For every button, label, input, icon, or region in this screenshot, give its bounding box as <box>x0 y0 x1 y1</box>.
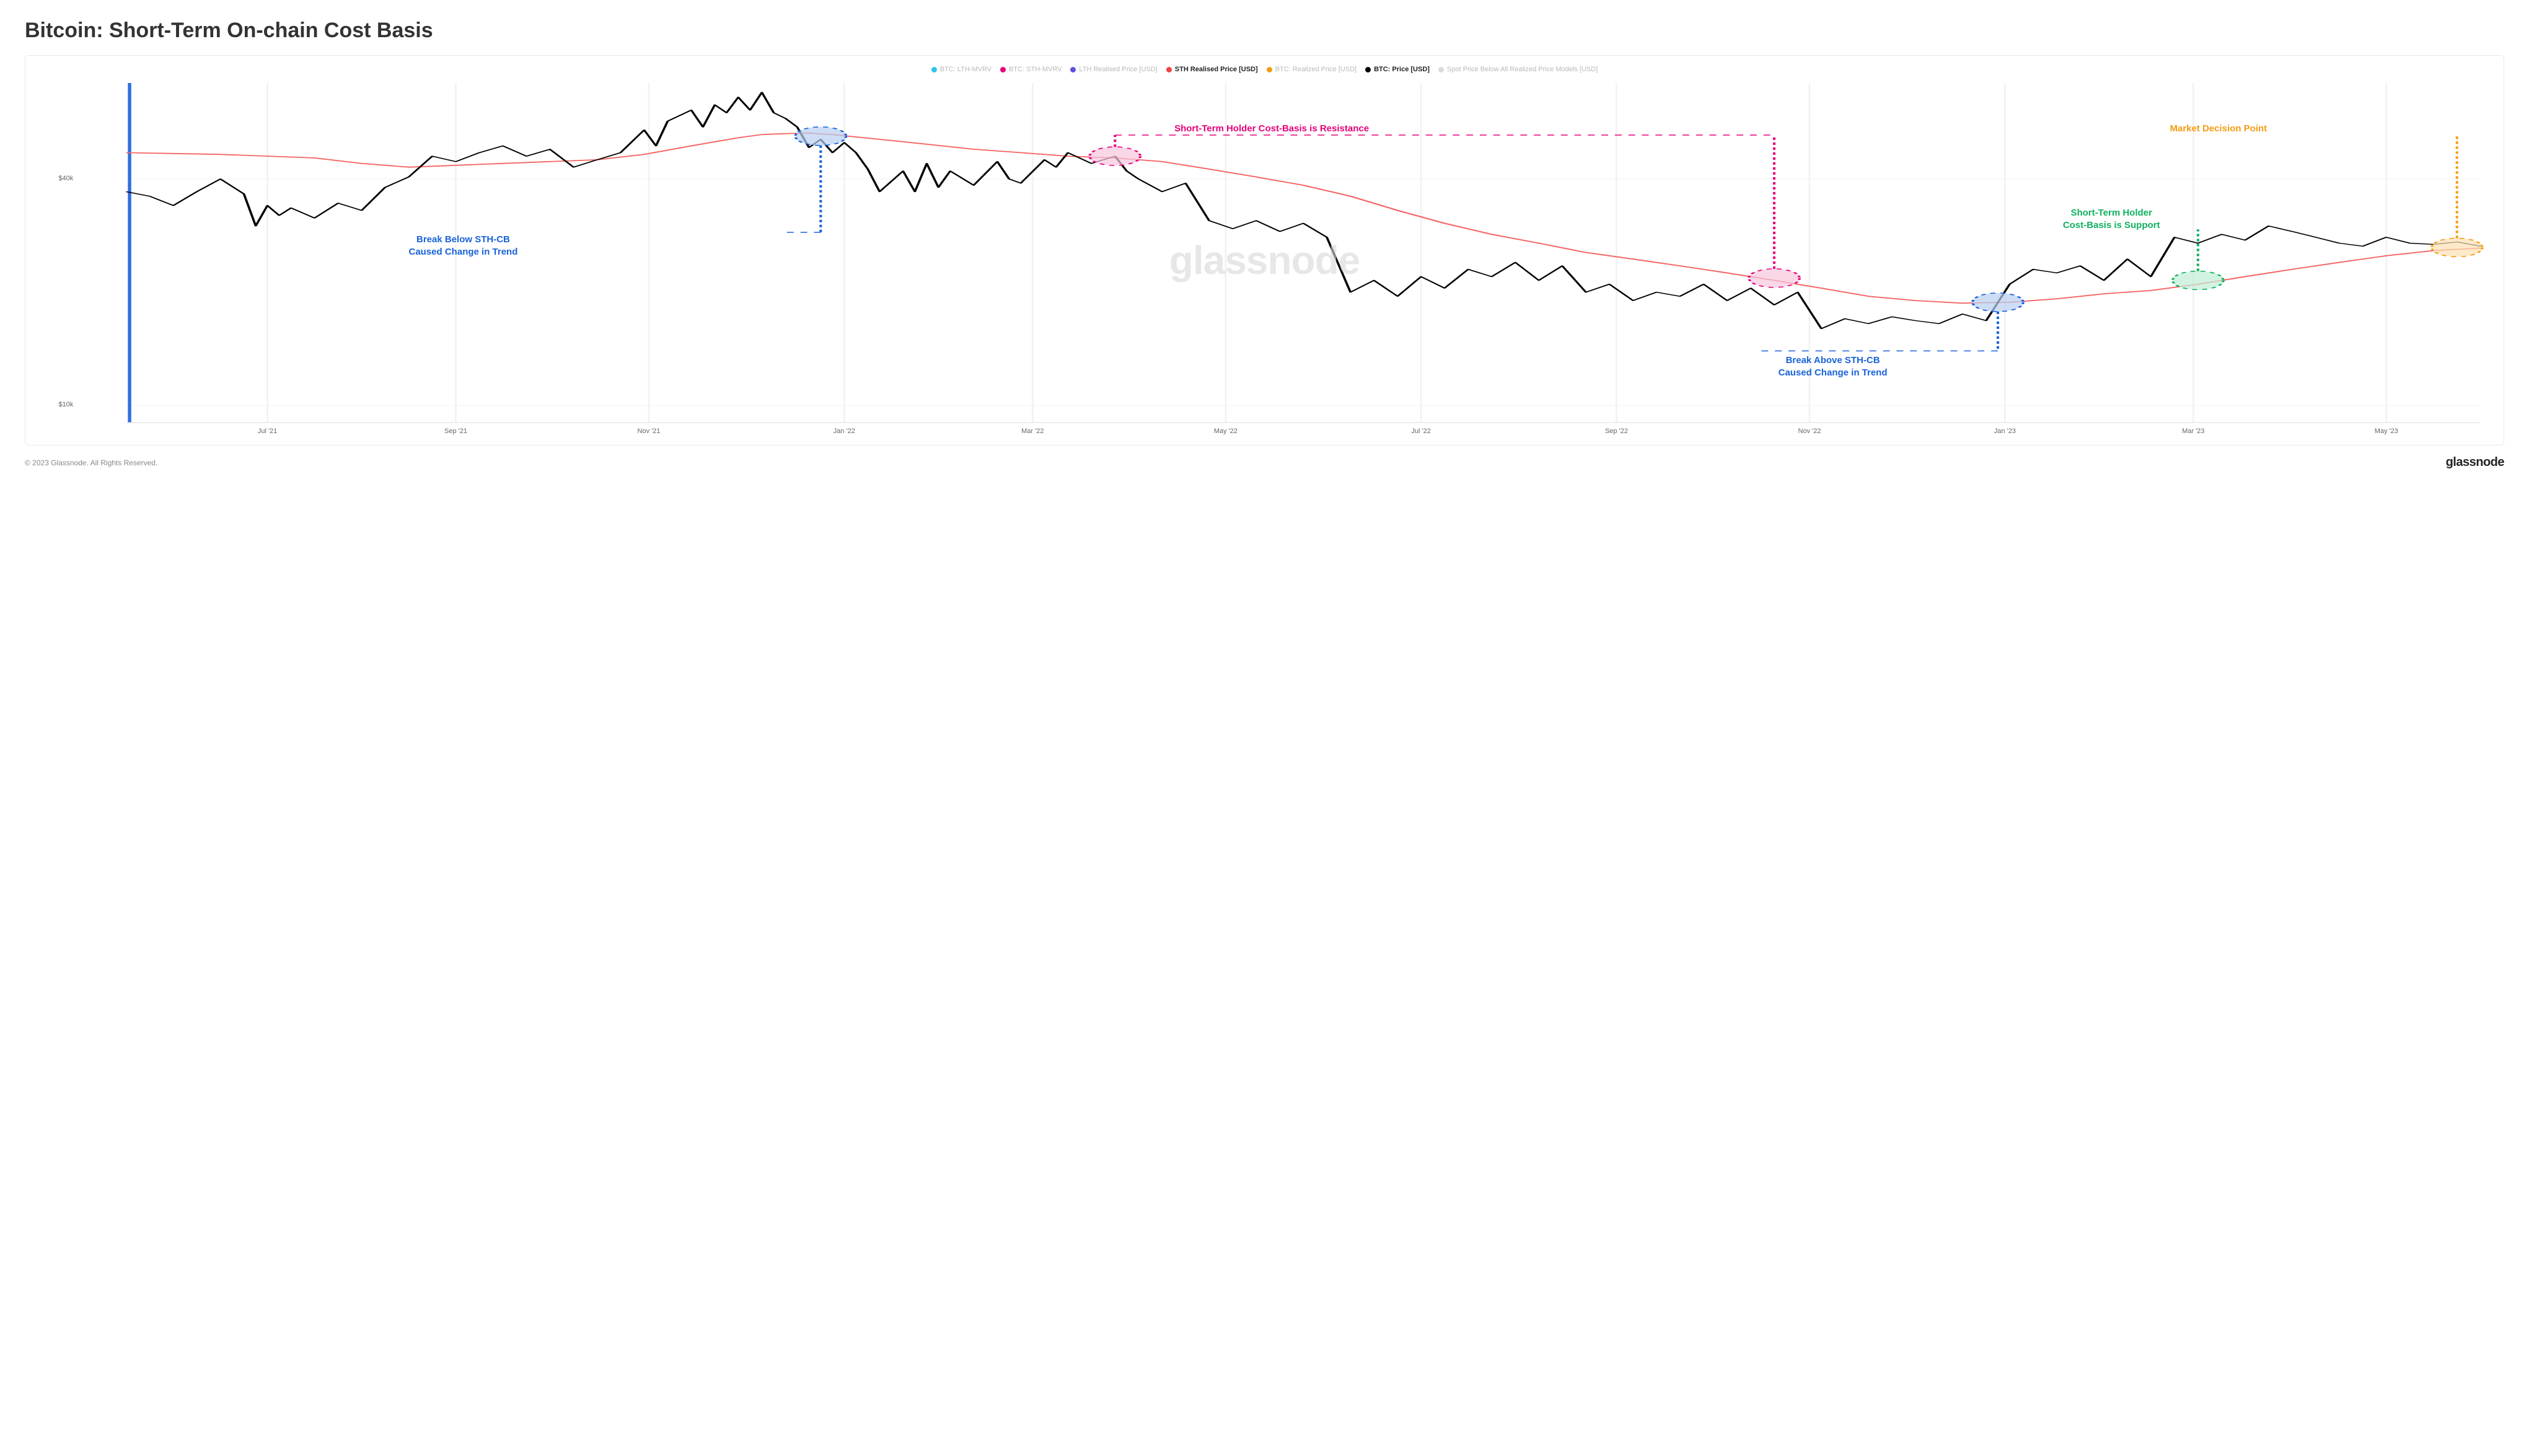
legend-item[interactable]: BTC: LTH-MVRV <box>931 66 992 73</box>
legend: BTC: LTH-MVRV BTC: STH-MVRV LTH Realised P… <box>32 62 2497 79</box>
brand-logo: glassnode <box>2446 455 2504 470</box>
copyright: © 2023 Glassnode. All Rights Reserved. <box>25 458 157 467</box>
legend-dot <box>1267 67 1272 72</box>
plot-svg <box>32 79 2497 445</box>
x-axis-label: Sep '21 <box>444 428 467 435</box>
x-axis-label: Jan '22 <box>833 428 855 435</box>
footer: © 2023 Glassnode. All Rights Reserved. g… <box>25 455 2504 470</box>
x-axis-label: Jul '22 <box>1411 428 1430 435</box>
legend-dot <box>1438 67 1444 72</box>
chart-title: Bitcoin: Short-Term On-chain Cost Basis <box>25 19 2504 43</box>
x-axis-label: Jan '23 <box>1994 428 2016 435</box>
legend-dot <box>1000 67 1006 72</box>
x-axis-label: May '23 <box>2375 428 2398 435</box>
legend-label: BTC: Realized Price [USD] <box>1275 66 1357 73</box>
legend-dot <box>1070 67 1076 72</box>
legend-label: LTH Realised Price [USD] <box>1079 66 1157 73</box>
legend-label: BTC: Price [USD] <box>1374 66 1430 73</box>
legend-dot <box>1166 67 1172 72</box>
legend-dot <box>931 67 937 72</box>
legend-item[interactable]: LTH Realised Price [USD] <box>1070 66 1157 73</box>
x-axis-label: May '22 <box>1214 428 1238 435</box>
legend-item[interactable]: Spot Price Below All Realized Price Mode… <box>1438 66 1598 73</box>
legend-item[interactable]: STH Realised Price [USD] <box>1166 66 1258 73</box>
legend-item[interactable]: BTC: Price [USD] <box>1365 66 1430 73</box>
chart-container: BTC: LTH-MVRV BTC: STH-MVRV LTH Realised P… <box>25 55 2504 445</box>
legend-label: STH Realised Price [USD] <box>1175 66 1258 73</box>
legend-label: BTC: STH-MVRV <box>1009 66 1062 73</box>
x-axis-label: Mar '23 <box>2182 428 2204 435</box>
legend-item[interactable]: BTC: STH-MVRV <box>1000 66 1062 73</box>
x-axis-label: Nov '22 <box>1798 428 1821 435</box>
legend-item[interactable]: BTC: Realized Price [USD] <box>1267 66 1357 73</box>
x-axis-label: Mar '22 <box>1021 428 1044 435</box>
legend-label: BTC: LTH-MVRV <box>940 66 992 73</box>
x-axis-label: Jul '21 <box>258 428 277 435</box>
x-axis-label: Sep '22 <box>1605 428 1628 435</box>
legend-dot <box>1365 67 1371 72</box>
y-axis-label: $10k <box>48 401 73 408</box>
y-axis-label: $40k <box>48 175 73 182</box>
plot-area: glassnode Jul '21Sep '21Nov '21Jan '22Ma… <box>32 79 2497 445</box>
x-axis-label: Nov '21 <box>638 428 661 435</box>
legend-label: Spot Price Below All Realized Price Mode… <box>1447 66 1598 73</box>
